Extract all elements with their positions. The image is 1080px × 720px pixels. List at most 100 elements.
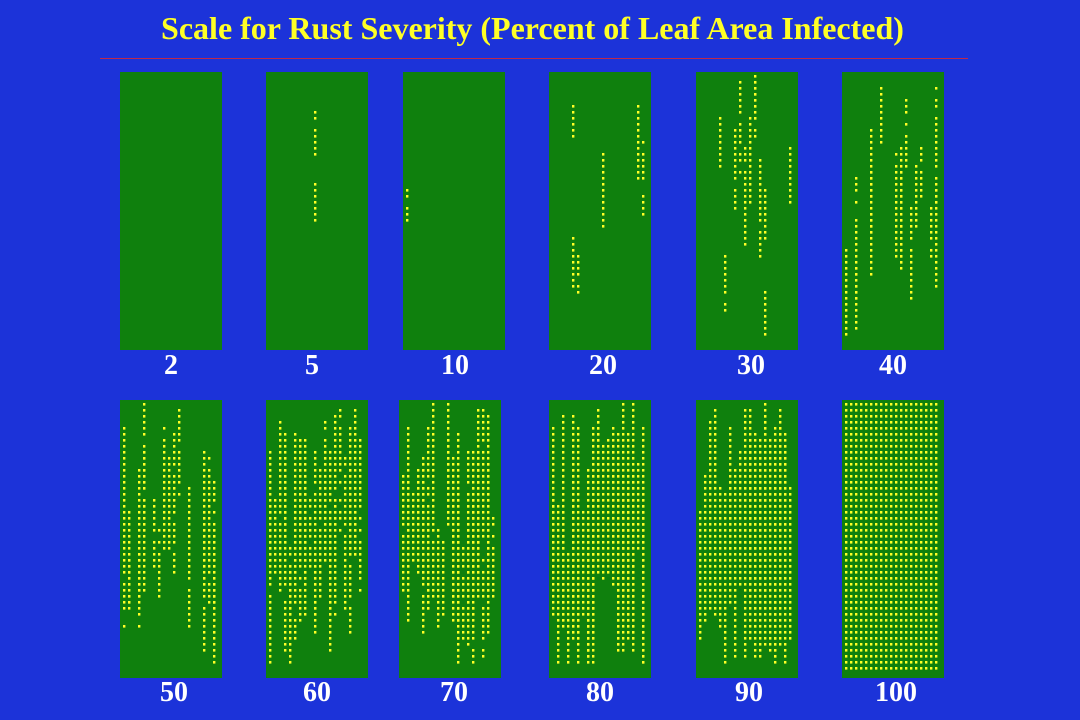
rust-pustule	[890, 553, 893, 556]
rust-pustule	[632, 571, 635, 574]
rust-pustule	[577, 625, 580, 628]
rust-pustule	[442, 607, 445, 610]
rust-pustule	[329, 481, 332, 484]
rust-pustule	[213, 643, 216, 646]
rust-pustule	[339, 433, 342, 436]
rust-pustule	[764, 535, 767, 538]
rust-pustule	[754, 547, 757, 550]
rust-pustule	[784, 565, 787, 568]
rust-pustule	[704, 499, 707, 502]
rust-pustule	[754, 493, 757, 496]
rust-pustule	[905, 643, 908, 646]
rust-pustule	[910, 661, 913, 664]
rust-pustule	[452, 613, 455, 616]
rust-pustule	[334, 475, 337, 478]
rust-pustule	[329, 517, 332, 520]
rust-pustule	[714, 451, 717, 454]
rust-pustule	[910, 637, 913, 640]
rust-pustule	[354, 475, 357, 478]
rust-pustule	[739, 529, 742, 532]
rust-pustule	[477, 505, 480, 508]
rust-pustule	[309, 523, 312, 526]
rust-pustule	[935, 523, 938, 526]
rust-pustule	[744, 159, 747, 162]
rust-pustule	[339, 481, 342, 484]
rust-pustule	[467, 583, 470, 586]
rust-pustule	[759, 463, 762, 466]
rust-pustule	[779, 643, 782, 646]
rust-pustule	[930, 517, 933, 520]
rust-pustule	[557, 595, 560, 598]
rust-pustule	[880, 505, 883, 508]
rust-pustule	[910, 225, 913, 228]
rust-pustules	[314, 111, 317, 222]
rust-pustule	[314, 147, 317, 150]
rust-pustule	[734, 577, 737, 580]
rust-pustule	[724, 499, 727, 502]
rust-pustule	[739, 159, 742, 162]
rust-pustule	[627, 469, 630, 472]
rust-pustule	[754, 111, 757, 114]
rust-pustule	[462, 613, 465, 616]
rust-pustule	[900, 499, 903, 502]
rust-pustule	[744, 469, 747, 472]
rust-pustule	[724, 613, 727, 616]
rust-pustule	[612, 475, 615, 478]
rust-pustule	[905, 547, 908, 550]
rust-pustule	[284, 613, 287, 616]
rust-pustule	[769, 625, 772, 628]
rust-pustule	[915, 547, 918, 550]
rust-pustule	[734, 195, 737, 198]
rust-pustule	[880, 463, 883, 466]
rust-pustule	[764, 613, 767, 616]
rust-pustule	[552, 517, 555, 520]
rust-pustule	[208, 475, 211, 478]
rust-pustule	[885, 439, 888, 442]
rust-pustule	[885, 529, 888, 532]
rust-pustule	[173, 559, 176, 562]
rust-pustule	[294, 529, 297, 532]
rust-pustule	[632, 535, 635, 538]
rust-pustule	[163, 547, 166, 550]
rust-pustule	[587, 487, 590, 490]
rust-pustule	[935, 99, 938, 102]
rust-pustule	[128, 541, 131, 544]
rust-pustule	[642, 649, 645, 652]
rust-pustule	[617, 565, 620, 568]
rust-pustule	[744, 427, 747, 430]
rust-pustule	[699, 565, 702, 568]
rust-pustule	[729, 517, 732, 520]
rust-pustule	[744, 481, 747, 484]
rust-pustule	[880, 111, 883, 114]
rust-pustule	[855, 529, 858, 532]
rust-pustule	[138, 487, 141, 490]
rust-pustule	[880, 99, 883, 102]
rust-pustule	[472, 529, 475, 532]
rust-pustule	[168, 475, 171, 478]
rust-pustule	[143, 427, 146, 430]
rust-pustule	[850, 649, 853, 652]
rust-pustule	[870, 433, 873, 436]
rust-pustule	[632, 529, 635, 532]
rust-pustule	[188, 517, 191, 520]
rust-pustule	[845, 409, 848, 412]
rust-pustule	[900, 637, 903, 640]
rust-pustule	[487, 541, 490, 544]
rust-pustule	[188, 577, 191, 580]
rust-pustule	[294, 469, 297, 472]
rust-pustule	[324, 511, 327, 514]
rust-pustule	[143, 457, 146, 460]
rust-pustule	[789, 523, 792, 526]
rust-pustule	[299, 469, 302, 472]
rust-pustule	[477, 577, 480, 580]
rust-pustule	[900, 457, 903, 460]
rust-pustule	[349, 475, 352, 478]
rust-pustule	[870, 183, 873, 186]
rust-pustule	[123, 571, 126, 574]
rust-pustule	[422, 475, 425, 478]
rust-pustule	[845, 309, 848, 312]
rust-pustule	[577, 553, 580, 556]
rust-pustule	[749, 589, 752, 592]
rust-pustule	[319, 571, 322, 574]
rust-pustule	[487, 553, 490, 556]
